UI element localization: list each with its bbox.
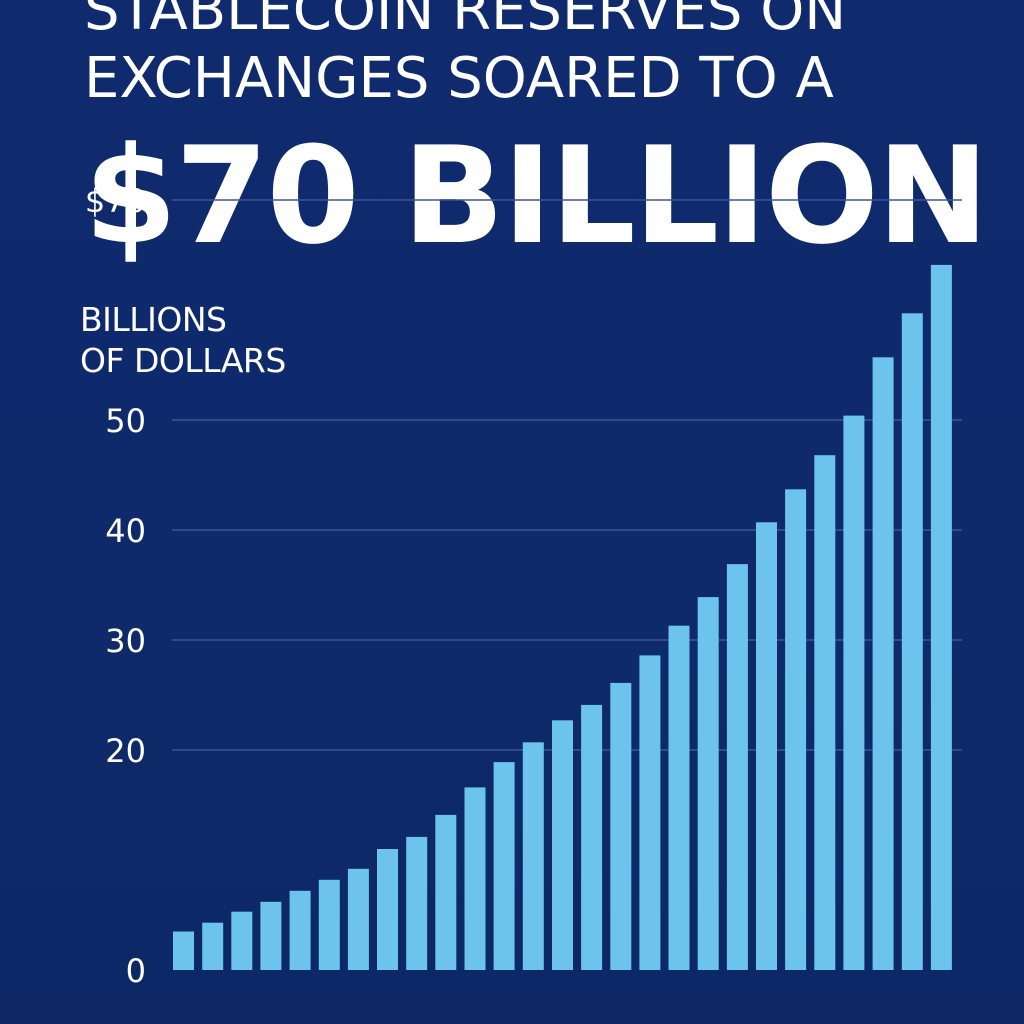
y-tick-label: 0 bbox=[126, 952, 146, 990]
bar bbox=[756, 522, 777, 970]
bar bbox=[202, 922, 224, 970]
y-tick-label: 20 bbox=[105, 732, 146, 770]
bar bbox=[872, 357, 894, 970]
bar bbox=[785, 489, 807, 970]
y-axis-unit-label-line-2: OF DOLLARS bbox=[80, 341, 286, 380]
chart-title-line-2: EXCHANGES SOARED TO A bbox=[84, 46, 834, 111]
bar bbox=[901, 313, 923, 970]
bar bbox=[406, 836, 428, 970]
y-tick-label: 30 bbox=[105, 622, 146, 660]
bar bbox=[610, 682, 632, 970]
bar bbox=[522, 742, 544, 970]
y-axis-tick-labels: 0 20 30 40 50 $70 bbox=[85, 182, 146, 990]
y-tick-label: 40 bbox=[105, 512, 146, 550]
bars bbox=[173, 264, 952, 971]
chart-title-line-1: STABLECOIN RESERVES ON bbox=[84, 0, 847, 43]
y-tick-label: $70 bbox=[85, 182, 146, 220]
bar bbox=[493, 762, 515, 970]
bar bbox=[814, 455, 836, 970]
bar bbox=[726, 564, 748, 970]
bar bbox=[668, 625, 690, 970]
bar bbox=[464, 787, 486, 970]
bar bbox=[843, 415, 865, 971]
bar bbox=[377, 849, 398, 970]
bar bbox=[173, 931, 194, 970]
bar bbox=[347, 868, 369, 970]
bar bbox=[697, 597, 719, 970]
bar bbox=[930, 264, 952, 970]
bar bbox=[260, 901, 282, 970]
chart-title-line-3: $70 BILLION bbox=[84, 118, 989, 274]
y-axis-unit-label-line-1: BILLIONS bbox=[80, 300, 227, 339]
bar bbox=[581, 704, 603, 970]
bar bbox=[552, 720, 573, 970]
y-tick-label: 50 bbox=[105, 402, 146, 440]
bar bbox=[639, 655, 661, 970]
bar bbox=[289, 890, 311, 970]
bar bbox=[318, 879, 340, 970]
bar bbox=[231, 911, 253, 970]
bar bbox=[435, 814, 457, 970]
